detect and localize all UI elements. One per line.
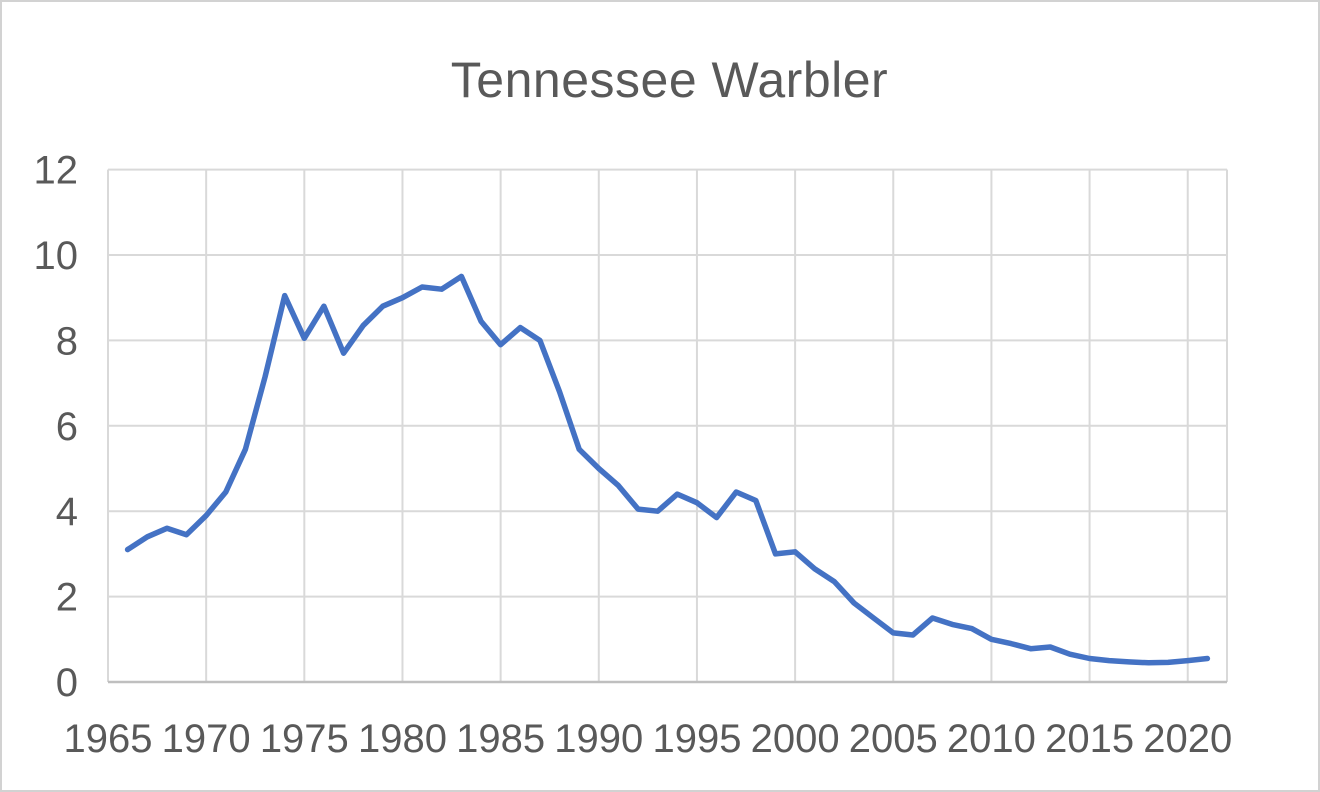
x-axis-tick-label: 2000 (751, 717, 840, 761)
series-line (124, 273, 1211, 666)
y-axis-tick-label: 8 (56, 319, 78, 363)
x-axis-tick-label: 1970 (162, 717, 251, 761)
x-axis-tick-label: 2010 (947, 717, 1036, 761)
x-axis-tick-label: 1990 (554, 717, 643, 761)
y-axis-tick-label: 0 (56, 661, 78, 705)
x-axis-tick-label: 2005 (849, 717, 938, 761)
x-axis-tick-label: 1965 (64, 717, 153, 761)
y-axis-tick-label: 4 (56, 490, 78, 534)
x-axis-tick-label: 1995 (652, 717, 741, 761)
x-axis-tick-label: 2020 (1143, 717, 1232, 761)
y-axis-tick-label: 10 (34, 234, 79, 278)
x-axis-tick-label: 1975 (260, 717, 349, 761)
x-axis-tick-label: 1985 (456, 717, 545, 761)
y-axis-tick-label: 2 (56, 576, 78, 620)
chart-title: Tennessee Warbler (450, 52, 889, 108)
x-axis-tick-label: 1980 (358, 717, 447, 761)
x-axis-tick-label: 2015 (1045, 717, 1134, 761)
y-axis-tick-label: 6 (56, 405, 78, 449)
y-axis-tick-label: 12 (34, 149, 79, 193)
